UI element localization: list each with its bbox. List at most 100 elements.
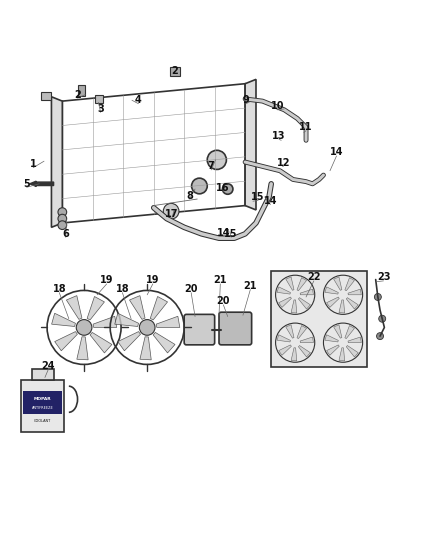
Bar [21,379,64,432]
Text: 14: 14 [217,228,230,238]
Bar [170,67,180,76]
Text: 10: 10 [271,101,284,111]
Text: 5: 5 [23,179,30,189]
Bar [271,271,367,367]
Polygon shape [300,337,314,343]
Text: 18: 18 [53,284,66,294]
Polygon shape [118,332,141,351]
FancyBboxPatch shape [219,312,252,345]
Text: 9: 9 [243,95,249,105]
Text: MOPAR: MOPAR [34,397,52,401]
Polygon shape [286,277,294,290]
Polygon shape [339,300,345,313]
Polygon shape [327,297,339,308]
FancyArrow shape [30,181,53,187]
Polygon shape [300,289,314,295]
Text: 2: 2 [171,66,178,76]
Text: 3: 3 [97,104,104,114]
Polygon shape [325,335,338,342]
Polygon shape [346,297,358,309]
Polygon shape [51,97,62,228]
Polygon shape [327,345,339,356]
Polygon shape [291,300,297,313]
Text: 13: 13 [272,131,286,141]
Polygon shape [153,333,175,353]
Circle shape [163,204,179,219]
Polygon shape [140,337,151,360]
Text: COOLANT: COOLANT [34,419,51,423]
Polygon shape [93,316,117,327]
Text: 2: 2 [74,90,81,100]
Polygon shape [298,297,311,309]
Polygon shape [115,313,138,327]
Text: 21: 21 [244,281,257,291]
Text: 19: 19 [146,276,159,286]
Polygon shape [348,289,361,295]
Circle shape [191,178,207,194]
Polygon shape [334,277,342,290]
Polygon shape [286,325,294,338]
Text: 12: 12 [277,158,290,168]
Text: 22: 22 [307,272,321,282]
Polygon shape [346,345,358,357]
Polygon shape [277,335,290,342]
Polygon shape [279,297,291,308]
Polygon shape [339,348,345,361]
Polygon shape [77,337,88,360]
Bar [41,92,51,100]
Text: 14: 14 [264,196,277,206]
Circle shape [377,333,384,340]
Text: 15: 15 [224,229,238,239]
Text: 14: 14 [330,148,343,157]
Circle shape [58,208,67,216]
Polygon shape [325,287,338,294]
Polygon shape [348,337,361,343]
Bar [78,85,85,96]
Polygon shape [279,345,291,356]
Polygon shape [87,296,104,320]
Polygon shape [52,313,75,327]
Polygon shape [150,296,168,320]
Text: 6: 6 [63,229,69,239]
Circle shape [374,294,381,301]
Polygon shape [90,333,112,353]
Polygon shape [55,332,78,351]
Text: 19: 19 [100,276,113,286]
Text: 18: 18 [116,284,129,294]
Text: 1: 1 [30,159,36,169]
FancyBboxPatch shape [184,314,215,345]
Polygon shape [297,278,307,290]
Polygon shape [345,278,354,290]
Polygon shape [297,326,307,338]
Text: 7: 7 [208,161,215,172]
Bar [95,95,103,103]
Circle shape [207,150,226,169]
Polygon shape [277,287,290,294]
Text: 24: 24 [42,361,55,371]
Bar [32,369,53,379]
Text: 23: 23 [377,272,390,282]
Bar [23,391,62,415]
Text: 20: 20 [184,284,198,294]
Polygon shape [245,79,256,210]
Text: 21: 21 [214,276,227,286]
Polygon shape [334,325,342,338]
Polygon shape [298,345,311,357]
Circle shape [139,320,155,335]
Circle shape [223,184,233,194]
Polygon shape [291,348,297,361]
Circle shape [58,221,67,230]
Text: 4: 4 [135,95,142,105]
Text: 8: 8 [186,191,193,200]
Text: 15: 15 [251,192,265,202]
Circle shape [379,315,386,322]
Polygon shape [345,326,354,338]
Polygon shape [130,296,145,319]
Circle shape [76,320,92,335]
Polygon shape [156,316,180,327]
Text: 11: 11 [299,122,313,132]
Text: ANTIFREEZE: ANTIFREEZE [32,406,53,410]
Text: 20: 20 [217,296,230,306]
Polygon shape [67,296,82,319]
Circle shape [58,214,67,223]
